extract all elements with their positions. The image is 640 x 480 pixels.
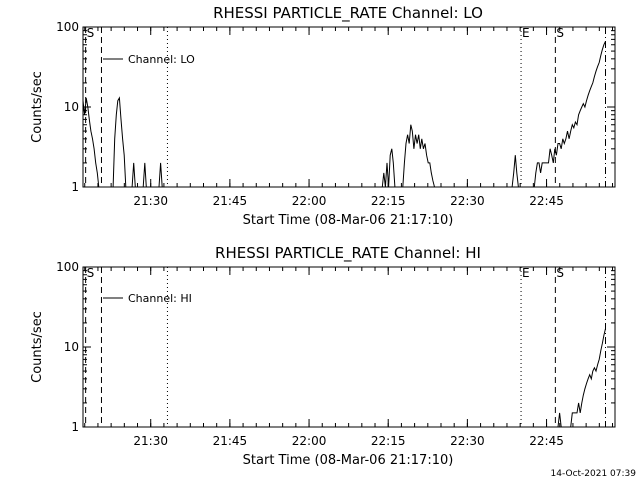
x-tick-label: 22:30 [450, 194, 485, 208]
marker-label: S [87, 26, 95, 40]
marker-label: S [556, 26, 564, 40]
x-tick-label: 22:15 [371, 194, 406, 208]
footer-timestamp: 14-Oct-2021 07:39 [551, 469, 637, 479]
x-axis-label: Start Time (08-Mar-06 21:17:10) [243, 213, 454, 228]
x-tick-label: 22:15 [371, 434, 406, 448]
marker-label: S [87, 266, 95, 280]
marker-label: E [522, 266, 530, 280]
series-line [557, 328, 606, 428]
y-tick-label: 10 [64, 100, 79, 114]
plot-frame [82, 26, 616, 188]
chart-title: RHESSI PARTICLE_RATE Channel: LO [213, 4, 483, 23]
x-axis-label: Start Time (08-Mar-06 21:17:10) [243, 453, 454, 468]
y-tick-label: 10 [64, 340, 79, 354]
legend-label: Channel: LO [128, 53, 195, 66]
x-tick-label: 22:45 [529, 434, 564, 448]
x-tick-label: 21:45 [213, 194, 248, 208]
y-tick-label: 1 [71, 180, 79, 194]
chart-panel-hi: RHESSI PARTICLE_RATE Channel: HI Counts/… [30, 244, 616, 468]
x-tick-label: 22:45 [529, 194, 564, 208]
series-line [82, 97, 100, 188]
x-tick-label: 22:00 [292, 434, 327, 448]
x-tick-label: 21:30 [133, 194, 168, 208]
chart-title: RHESSI PARTICLE_RATE Channel: HI [215, 244, 481, 263]
y-tick-label: 100 [56, 20, 79, 34]
legend: Channel: HI [103, 292, 192, 305]
legend: Channel: LO [103, 53, 195, 66]
y-axis-label: Counts/sec [30, 311, 45, 383]
x-tick-label: 21:45 [213, 434, 248, 448]
chart-panel-lo: RHESSI PARTICLE_RATE Channel: LO Counts/… [30, 4, 616, 228]
x-tick-label: 21:30 [133, 434, 168, 448]
series-line [112, 41, 606, 188]
x-tick-label: 22:30 [450, 434, 485, 448]
x-tick-label: 22:00 [292, 194, 327, 208]
y-tick-label: 1 [71, 420, 79, 434]
y-axis-label: Counts/sec [30, 71, 45, 143]
marker-label: S [556, 266, 564, 280]
marker-label: E [522, 26, 530, 40]
y-tick-label: 100 [56, 260, 79, 274]
legend-label: Channel: HI [128, 292, 192, 305]
plot-frame [82, 266, 616, 428]
